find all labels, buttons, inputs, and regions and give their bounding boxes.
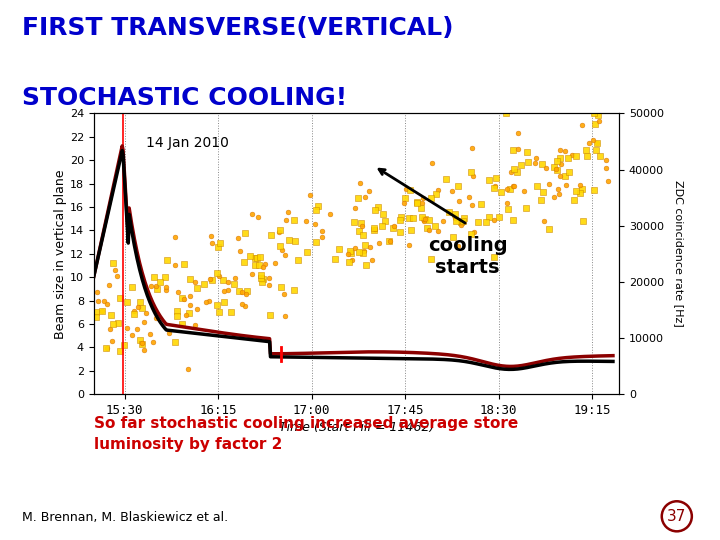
- Text: FIRST TRANSVERSE(VERTICAL): FIRST TRANSVERSE(VERTICAL): [22, 16, 453, 40]
- Y-axis label: ZDC coincidence rate [Hz]: ZDC coincidence rate [Hz]: [673, 180, 683, 327]
- Text: 37: 37: [667, 509, 686, 524]
- Text: So far stochastic cooling increased average store
luminosity by factor 2: So far stochastic cooling increased aver…: [94, 416, 518, 452]
- X-axis label: Time (Start Fill = 11462): Time (Start Fill = 11462): [279, 421, 434, 434]
- Text: STOCHASTIC COOLING!: STOCHASTIC COOLING!: [22, 86, 347, 110]
- Text: M. Brennan, M. Blaskiewicz et al.: M. Brennan, M. Blaskiewicz et al.: [22, 511, 228, 524]
- Text: 14 Jan 2010: 14 Jan 2010: [146, 136, 229, 150]
- Y-axis label: Beam size in vertical plane: Beam size in vertical plane: [54, 169, 67, 339]
- Text: cooling
starts: cooling starts: [428, 237, 508, 277]
